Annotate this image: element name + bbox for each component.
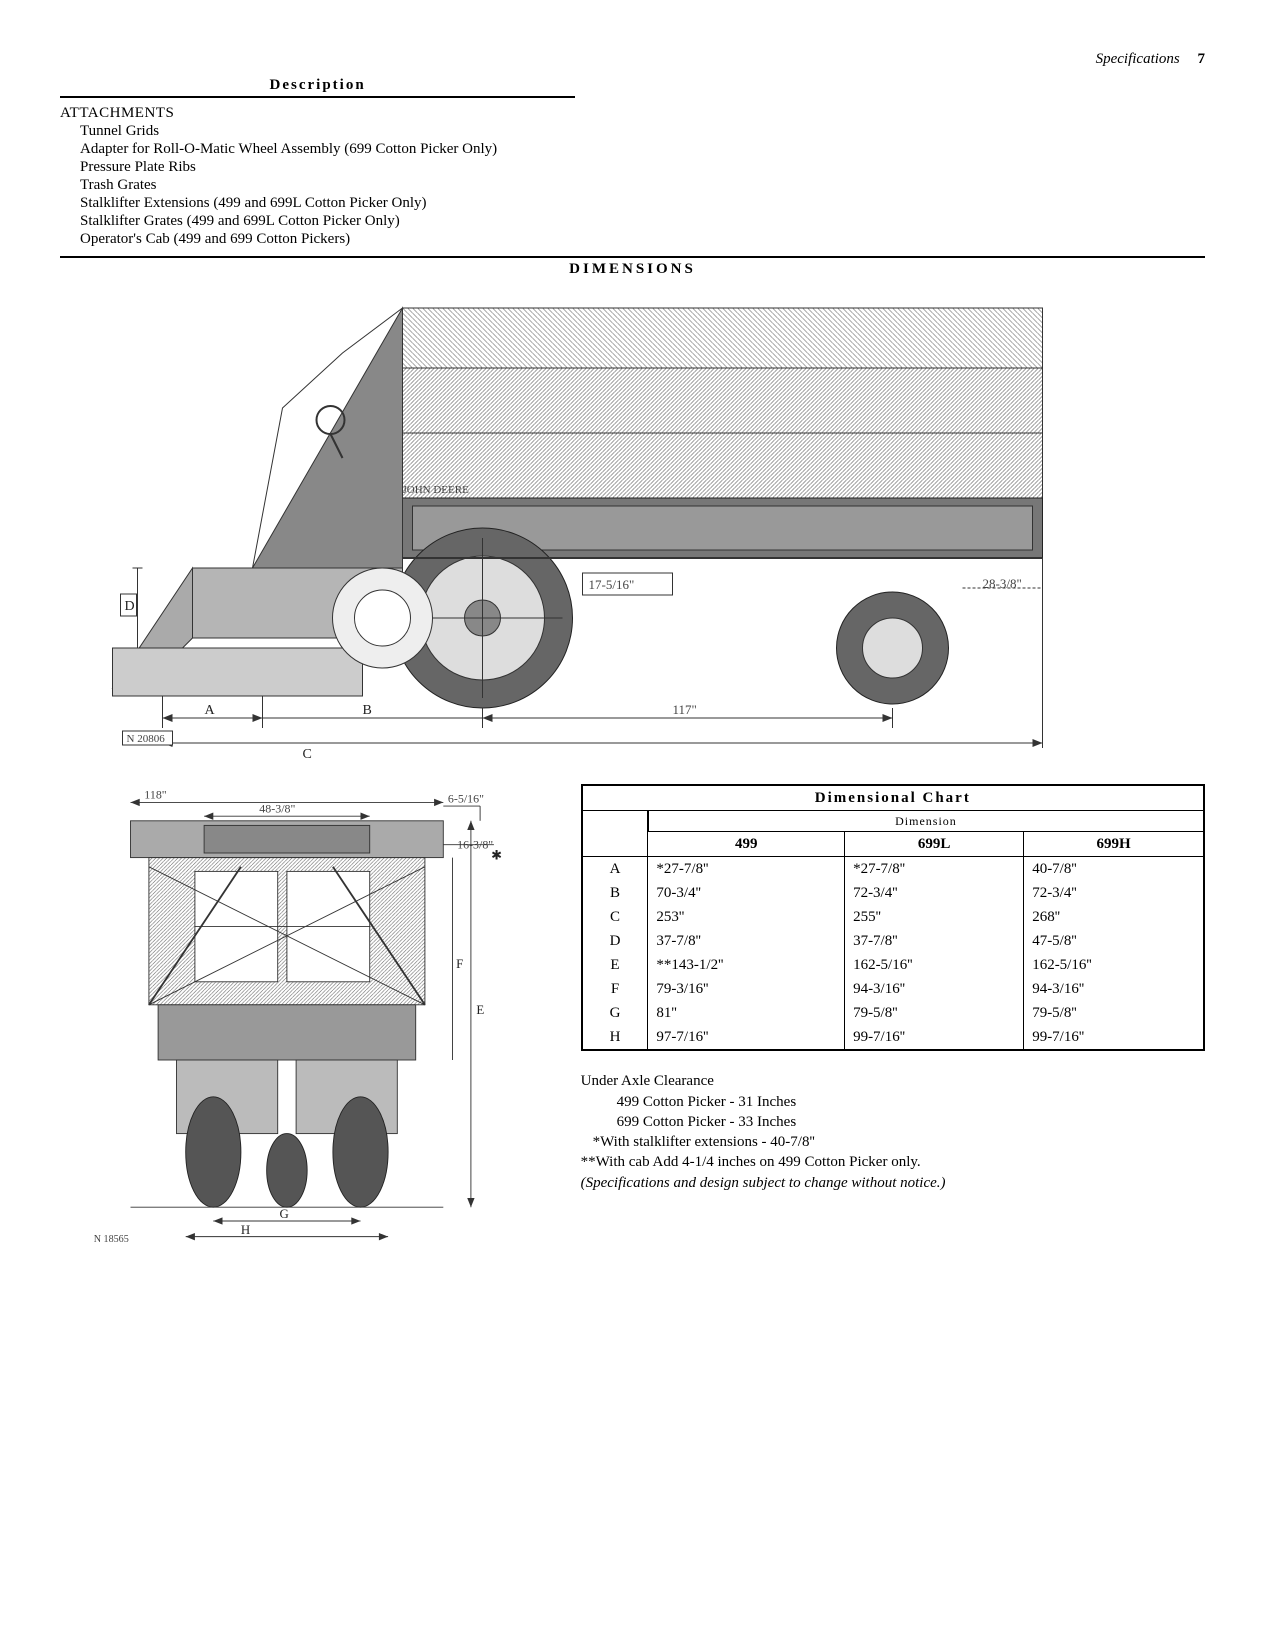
attachment-item: Pressure Plate Ribs <box>80 158 1205 176</box>
row-key: D <box>582 929 648 953</box>
note-line: 499 Cotton Picker - 31 Inches <box>581 1092 1205 1112</box>
cell: 47-5/8'' <box>1024 929 1204 953</box>
front-view-figure: 118" 48-3/8" 6-5/16" 16-3/8" ✱ <box>60 784 551 1244</box>
attachment-item: Adapter for Roll-O-Matic Wheel Assembly … <box>80 140 1205 158</box>
cell: 99-7/16'' <box>845 1025 1024 1050</box>
attachment-item: Stalklifter Extensions (499 and 699L Cot… <box>80 194 1205 212</box>
divider-line <box>60 256 1205 258</box>
row-key: G <box>582 1001 648 1025</box>
cell: 79-5/8'' <box>1024 1001 1204 1025</box>
cell: 79-5/8'' <box>845 1001 1024 1025</box>
dim-B: B <box>363 703 372 718</box>
row-key: H <box>582 1025 648 1050</box>
attachment-item: Stalklifter Grates (499 and 699L Cotton … <box>80 212 1205 230</box>
cell: 37-7/8'' <box>648 929 845 953</box>
attachments-list: Tunnel Grids Adapter for Roll-O-Matic Wh… <box>60 122 1205 248</box>
attachment-item: Tunnel Grids <box>80 122 1205 140</box>
cell: 253'' <box>648 905 845 929</box>
dimensions-heading: DIMENSIONS <box>60 260 1205 278</box>
page-number: 7 <box>1198 51 1206 67</box>
note-line: 699 Cotton Picker - 33 Inches <box>581 1112 1205 1132</box>
rear-wheel-dim: 28-3/8" <box>983 576 1022 591</box>
note-line: Under Axle Clearance <box>581 1071 1205 1091</box>
cell: **143-1/2'' <box>648 953 845 977</box>
dim-G: G <box>280 1207 289 1221</box>
wheelbase-dim: 117" <box>673 702 697 717</box>
row-key: B <box>582 881 648 905</box>
footnote: (Specifications and design subject to ch… <box>581 1173 1205 1193</box>
dim-E: E <box>476 1003 484 1017</box>
thickness-dim: 6-5/16" <box>448 791 484 805</box>
cell: 70-3/4'' <box>648 881 845 905</box>
cell: 81'' <box>648 1001 845 1025</box>
note-line: **With cab Add 4-1/4 inches on 499 Cotto… <box>581 1152 1205 1172</box>
row-key: E <box>582 953 648 977</box>
dim-chart-title: Dimensional Chart <box>582 785 1204 811</box>
note-line: *With stalklifter extensions - 40-7/8'' <box>581 1132 1205 1152</box>
dim-F: F <box>456 957 463 971</box>
dim-D: D <box>125 599 135 614</box>
description-heading: Description <box>60 76 575 98</box>
cell: 268'' <box>1024 905 1204 929</box>
cell: 72-3/4'' <box>845 881 1024 905</box>
cell: *27-7/8'' <box>648 857 845 882</box>
col-699L: 699L <box>845 832 1024 857</box>
top-width-dim: 118" <box>144 788 166 802</box>
cell: 72-3/4'' <box>1024 881 1204 905</box>
dim-C: C <box>303 747 312 762</box>
attachment-item: Operator's Cab (499 and 699 Cotton Picke… <box>80 230 1205 248</box>
front-figure-code: N 18565 <box>94 1234 129 1244</box>
notes-block: Under Axle Clearance 499 Cotton Picker -… <box>581 1071 1205 1193</box>
col-499: 499 <box>648 832 845 857</box>
dim-subheading: Dimension <box>648 811 1204 832</box>
attachments-block: ATTACHMENTS Tunnel Grids Adapter for Rol… <box>60 100 1205 252</box>
cell: 94-3/16'' <box>1024 977 1204 1001</box>
cell: 99-7/16'' <box>1024 1025 1204 1050</box>
attachment-item: Trash Grates <box>80 176 1205 194</box>
dim-A: A <box>205 703 216 718</box>
col-699H: 699H <box>1024 832 1204 857</box>
cell: 162-5/16'' <box>1024 953 1204 977</box>
cell: 255'' <box>845 905 1024 929</box>
row-key: F <box>582 977 648 1001</box>
section-label: Specifications <box>1096 51 1180 67</box>
side-figure-code: N 20806 <box>127 733 166 745</box>
cell: 79-3/16'' <box>648 977 845 1001</box>
row-key: A <box>582 857 648 882</box>
cab-width-dim: 48-3/8" <box>259 802 295 816</box>
row-key: C <box>582 905 648 929</box>
cell: 162-5/16'' <box>845 953 1024 977</box>
svg-text:✱: ✱ <box>491 848 502 862</box>
attachments-heading: ATTACHMENTS <box>60 104 1205 122</box>
dim-H: H <box>241 1223 250 1237</box>
dimensional-chart: Dimensional Chart Dimension 499 699L 699… <box>581 784 1205 1051</box>
cell: 40-7/8'' <box>1024 857 1204 882</box>
cell: 94-3/16'' <box>845 977 1024 1001</box>
brand-label: JOHN DEERE <box>403 484 470 496</box>
cell: 37-7/8'' <box>845 929 1024 953</box>
page-header: Specifications 7 <box>60 50 1205 68</box>
front-wheel-dim: 17-5/16" <box>589 577 635 592</box>
side-view-figure: D 17-5/16" 28-3/8" 117" A <box>60 288 1205 768</box>
cell: *27-7/8'' <box>845 857 1024 882</box>
cell: 97-7/16'' <box>648 1025 845 1050</box>
